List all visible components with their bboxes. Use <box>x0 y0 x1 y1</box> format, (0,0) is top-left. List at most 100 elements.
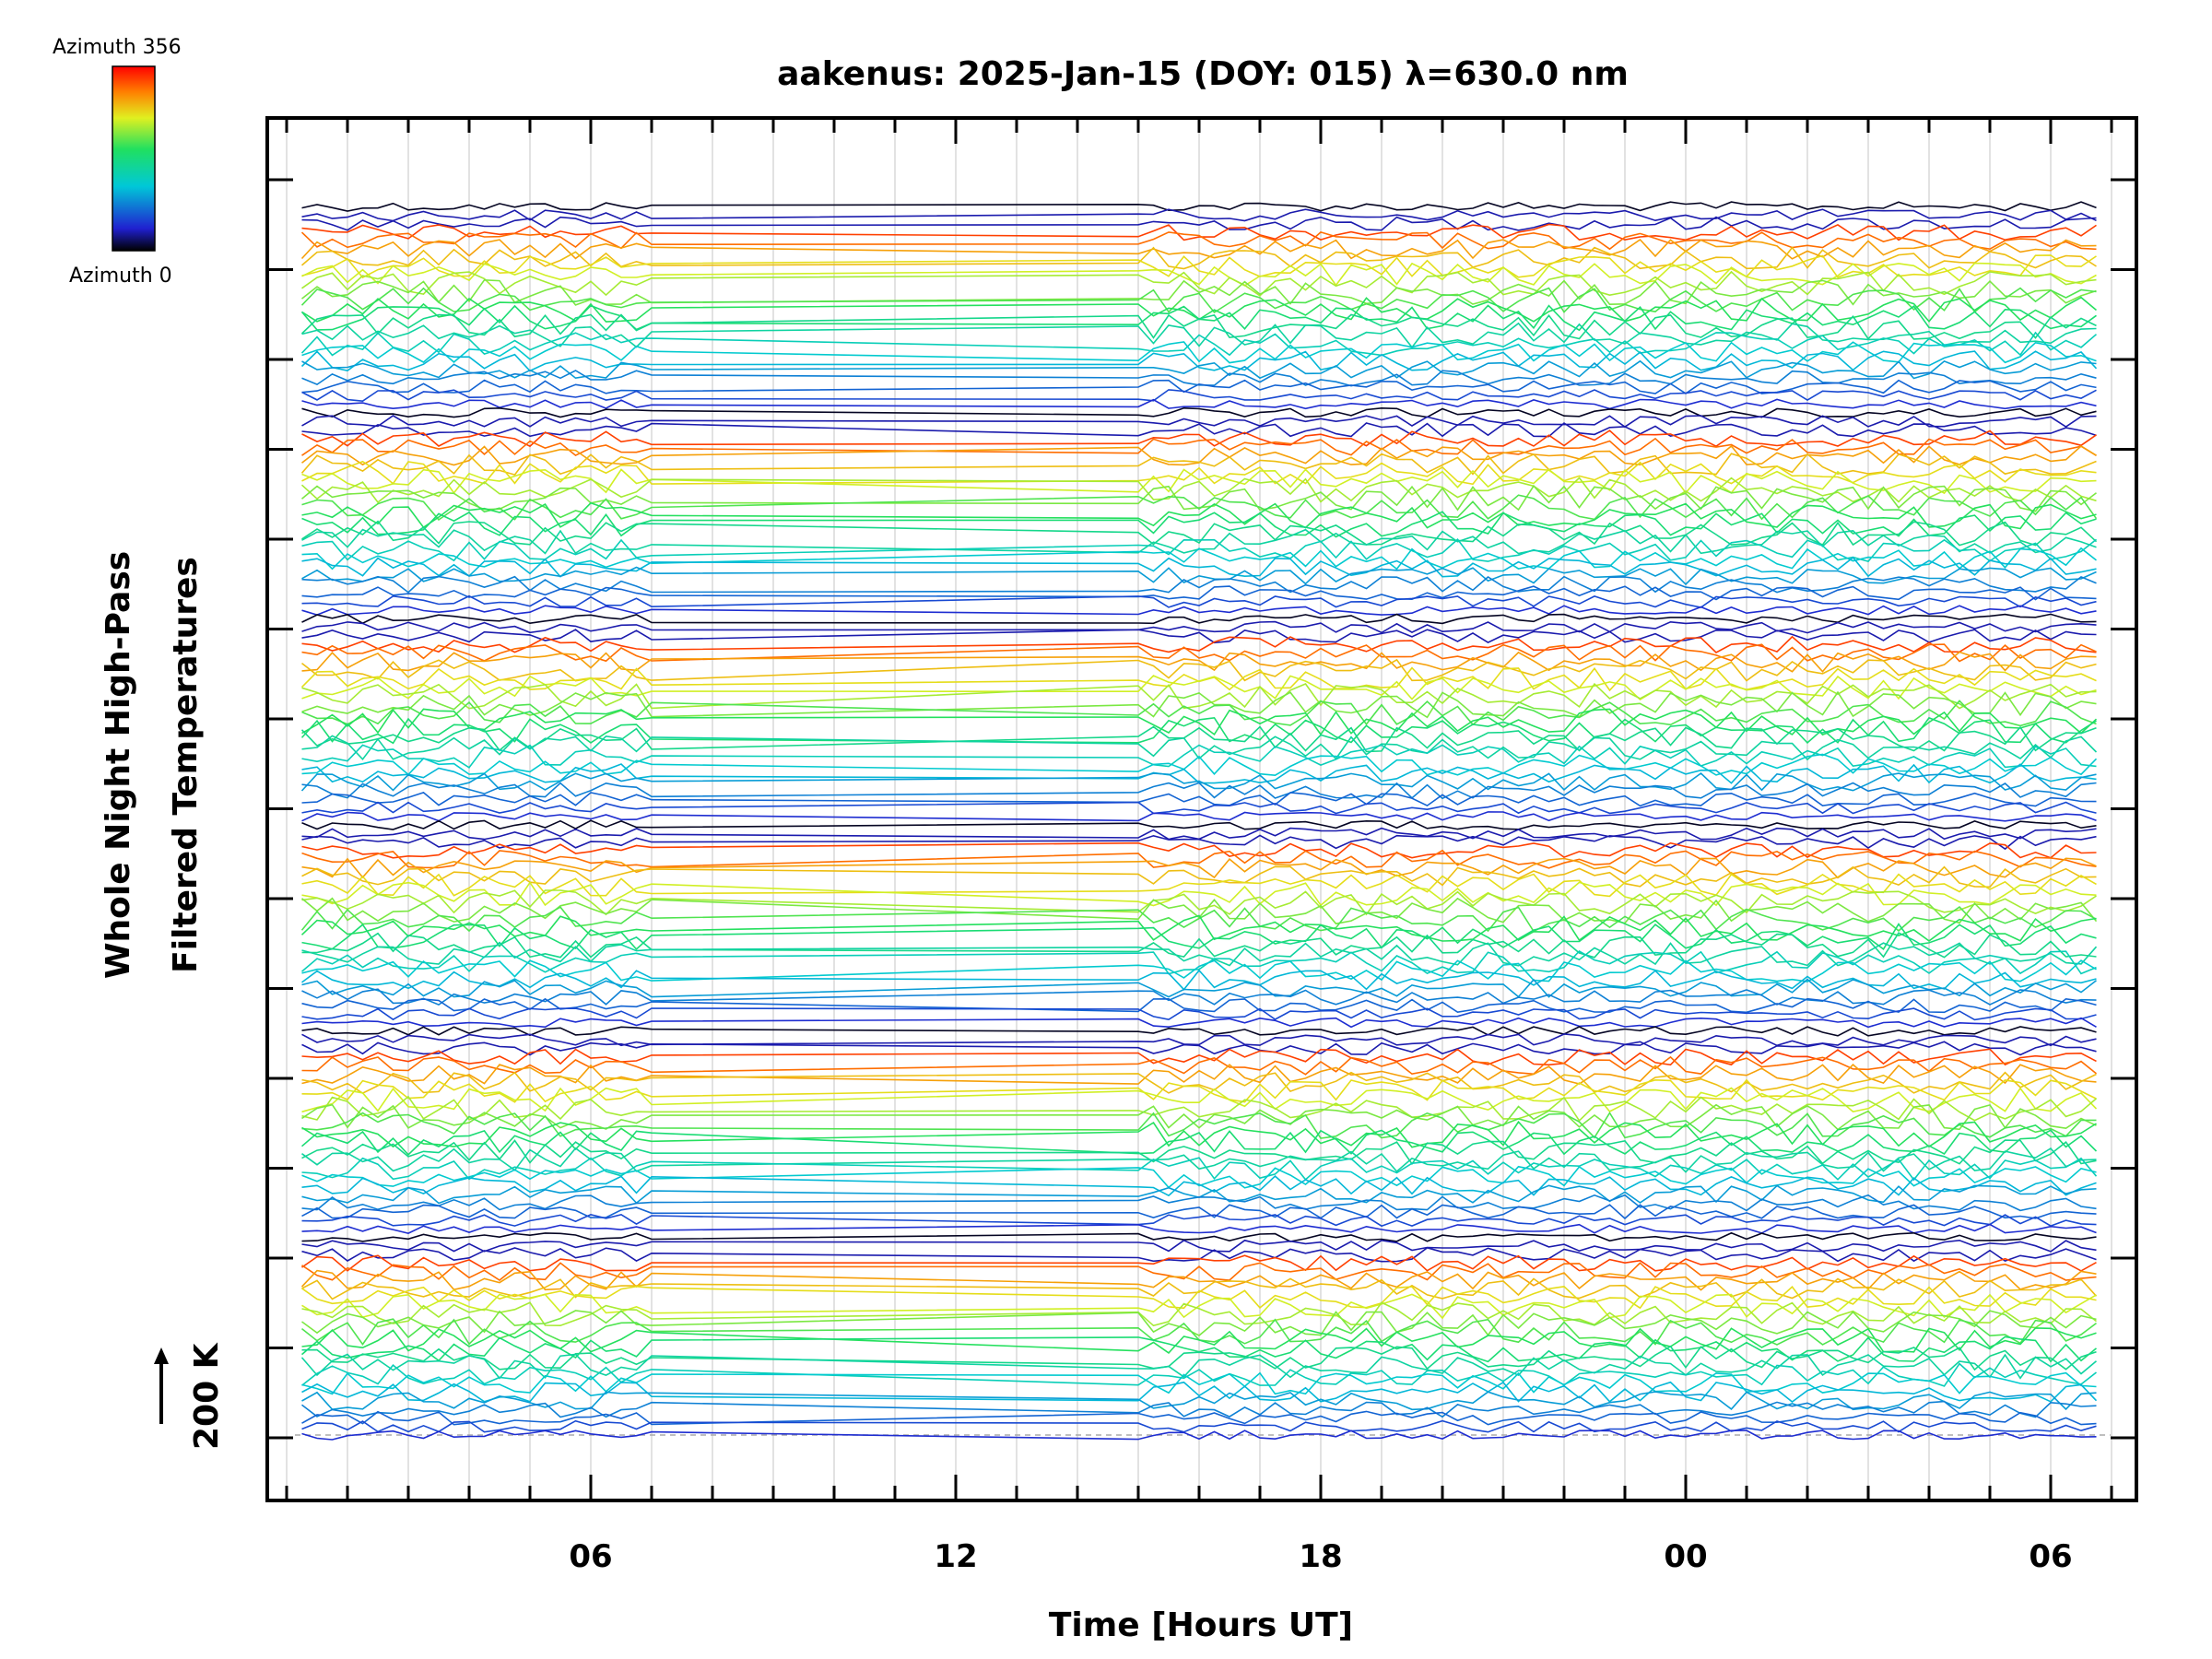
azimuth-series-line <box>301 1111 2097 1139</box>
azimuth-series-line <box>301 1026 2097 1037</box>
x-tick-labels: 06 12 18 00 06 <box>569 1538 2072 1575</box>
azimuth-series-line <box>301 1063 2097 1085</box>
colorbar <box>112 65 156 252</box>
azimuth-series-line <box>300 725 2097 753</box>
azimuth-series-line <box>301 923 2097 951</box>
azimuth-series-line <box>301 889 2097 916</box>
azimuth-series-line <box>301 547 2097 571</box>
azimuth-series-line <box>300 453 2097 477</box>
azimuth-series-line <box>301 1371 2097 1395</box>
azimuth-series-line <box>300 771 2097 792</box>
azimuth-series-line <box>301 959 2097 982</box>
azimuth-series-line <box>301 690 2097 719</box>
azimuth-series-line <box>301 1175 2097 1197</box>
x-tick-label: 18 <box>1299 1538 1342 1575</box>
azimuth-series-line <box>301 556 2097 578</box>
azimuth-series-line <box>301 1095 2098 1123</box>
azimuth-series-line <box>301 594 2097 608</box>
azimuth-series-line <box>301 201 2097 212</box>
azimuth-series-line <box>301 1301 2097 1327</box>
y-axis-label-line2: Filtered Temperatures <box>167 557 205 973</box>
azimuth-series-line <box>300 949 2097 975</box>
azimuth-series-line <box>301 629 2097 644</box>
azimuth-series-line <box>301 1033 2097 1047</box>
azimuth-series-line <box>301 389 2097 403</box>
azimuth-series-line <box>301 208 2097 222</box>
azimuth-series-line <box>301 585 2097 601</box>
azimuth-series-line <box>301 932 2097 959</box>
y-axis-label-line1: Whole Night High-Pass <box>100 551 137 979</box>
scale-arrow-head <box>154 1347 169 1364</box>
azimuth-series-line <box>301 1120 2097 1148</box>
azimuth-series-line <box>301 1293 2097 1320</box>
azimuth-series-line <box>301 782 2097 800</box>
azimuth-series-line <box>300 304 2097 332</box>
azimuth-series-line <box>301 341 2097 364</box>
colorbar-top-label: Azimuth 356 <box>53 36 182 59</box>
azimuth-series-line <box>301 379 2097 394</box>
azimuth-series-line <box>301 643 2097 663</box>
azimuth-series-line <box>300 238 2097 260</box>
azimuth-series-line <box>300 1269 2097 1291</box>
azimuth-series-line <box>301 700 2097 727</box>
azimuth-series-line <box>301 1254 2097 1272</box>
azimuth-series-line <box>301 1327 2097 1354</box>
azimuth-series-line <box>301 1041 2097 1056</box>
azimuth-series-line <box>301 1362 2097 1387</box>
azimuth-series-line <box>301 792 2097 807</box>
azimuth-series-line <box>301 857 2097 879</box>
azimuth-series-line <box>301 296 2098 324</box>
azimuth-series-line <box>301 1017 2097 1029</box>
azimuth-series-line <box>300 1353 2098 1380</box>
azimuth-series-line <box>301 819 2097 830</box>
azimuth-series-line <box>301 262 2097 287</box>
x-axis-label: Time [Hours UT] <box>1049 1606 1353 1644</box>
azimuth-series-line <box>301 708 2098 736</box>
azimuth-series-line <box>301 398 2097 410</box>
azimuth-series-line <box>301 1048 2097 1066</box>
azimuth-series-line <box>300 313 2097 340</box>
azimuth-series-line <box>301 620 2097 634</box>
azimuth-series-line <box>300 1129 2098 1156</box>
azimuth-series-line <box>301 511 2097 538</box>
azimuth-series-line <box>301 501 2097 530</box>
azimuth-series-line <box>300 905 2097 933</box>
azimuth-series-line <box>301 988 2097 1006</box>
azimuth-series-line <box>301 1165 2097 1189</box>
azimuth-series-line <box>301 997 2097 1014</box>
azimuth-series-line <box>300 246 2097 270</box>
x-tick-label: 06 <box>2029 1538 2072 1575</box>
x-tick-label: 00 <box>1664 1538 1707 1575</box>
azimuth-series-line <box>300 231 2097 251</box>
azimuth-series-line <box>301 538 2097 563</box>
azimuth-series-line <box>301 223 2097 241</box>
azimuth-series-line <box>301 1147 2097 1173</box>
azimuth-series-line <box>301 651 2097 673</box>
azimuth-series-line <box>300 897 2098 925</box>
series-lines <box>300 201 2098 1441</box>
azimuth-series-line <box>301 1285 2097 1310</box>
azimuth-series-line <box>300 477 2097 504</box>
azimuth-series-line <box>301 270 2097 297</box>
azimuth-series-line <box>301 801 2097 815</box>
azimuth-series-line <box>301 969 2097 991</box>
azimuth-series-line <box>301 359 2097 380</box>
azimuth-series-line <box>301 322 2097 349</box>
azimuth-series-line <box>301 941 2098 967</box>
axis-ticks <box>267 118 2136 1500</box>
azimuth-series-line <box>301 1400 2097 1418</box>
azimuth-series-line <box>301 675 2097 700</box>
azimuth-series-line <box>301 575 2097 594</box>
azimuth-series-line <box>301 1246 2097 1263</box>
azimuth-series-line <box>301 1194 2097 1212</box>
azimuth-series-line <box>301 528 2097 555</box>
azimuth-series-line <box>301 254 2097 279</box>
azimuth-series-line <box>301 1410 2097 1426</box>
azimuth-series-line <box>301 1345 2097 1371</box>
azimuth-series-line <box>301 422 2097 438</box>
azimuth-series-line <box>301 1007 2097 1021</box>
azimuth-series-line <box>301 811 2097 822</box>
azimuth-series-line <box>300 331 2098 357</box>
azimuth-series-line <box>301 406 2097 418</box>
chart-title: aakenus: 2025-Jan-15 (DOY: 015) λ=630.0 … <box>777 55 1629 93</box>
